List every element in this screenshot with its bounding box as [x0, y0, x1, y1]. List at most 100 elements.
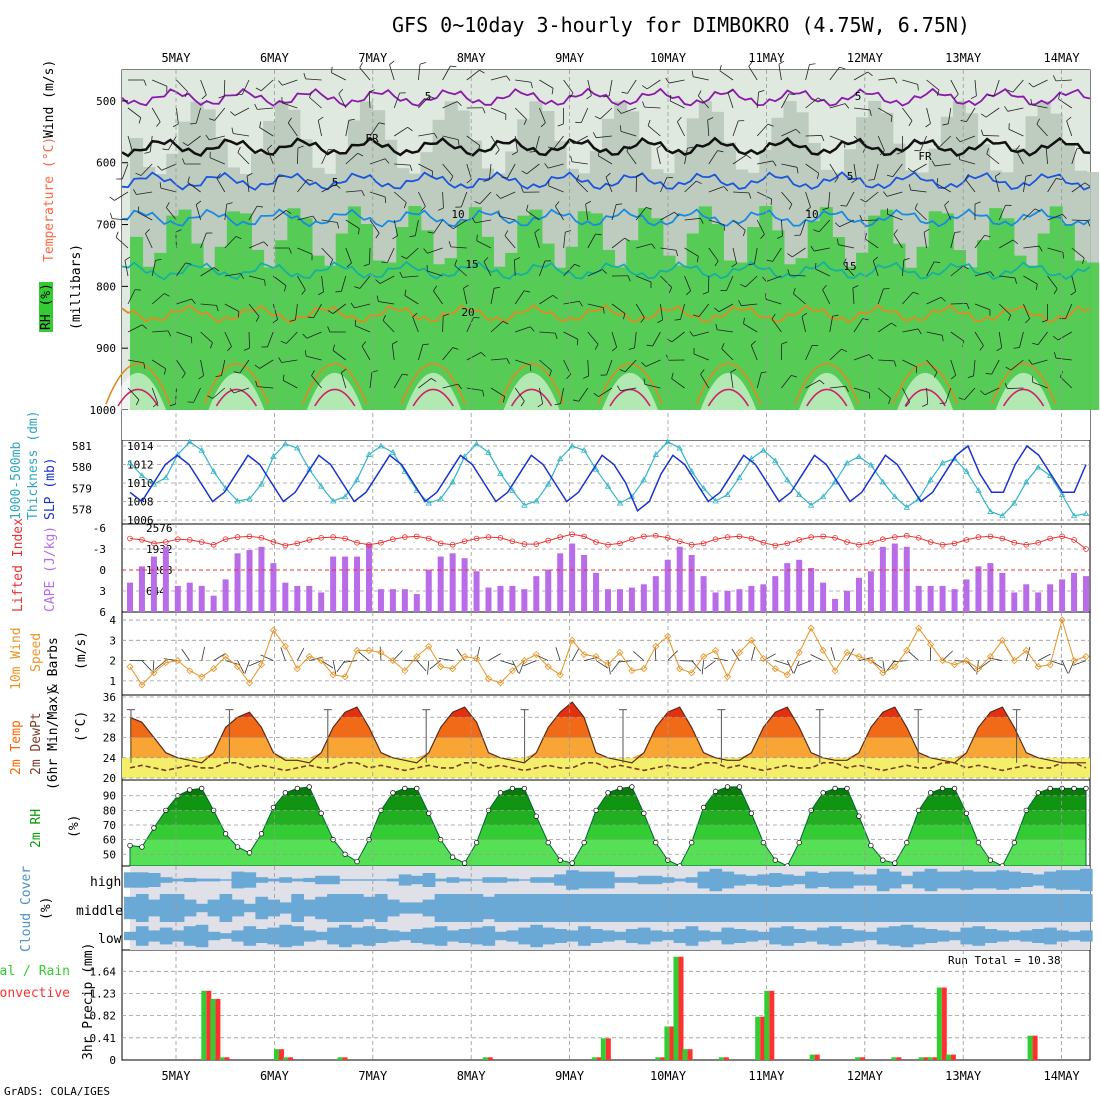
cloud-bar-low	[255, 929, 268, 943]
precip-total-bar	[919, 1057, 924, 1060]
upper-label-rh: RH (%)	[39, 283, 54, 330]
precip-conv-bar	[606, 1038, 611, 1060]
precip-total-bar	[855, 1057, 860, 1060]
cape-bar	[426, 570, 432, 612]
cape-bar	[127, 583, 133, 612]
cloud-bar-high	[506, 879, 519, 882]
cape-bar	[677, 547, 683, 612]
thickness-tick: 581	[72, 440, 92, 453]
rh2m-point	[964, 811, 969, 816]
panel-frame-slp	[122, 440, 1090, 524]
li-tick: 0	[99, 564, 106, 577]
cloud-bar-high	[590, 872, 603, 889]
rh2m-point	[1036, 790, 1041, 795]
cloud-bar-low	[554, 929, 567, 943]
rh2m-point	[558, 858, 563, 863]
cloud-bar-high	[1008, 872, 1021, 889]
cloud-bar-middle	[411, 902, 424, 913]
rh2m-point	[1060, 786, 1065, 791]
rh2m-point	[510, 786, 515, 791]
cloud-bar-middle	[710, 894, 723, 922]
cloud-bar-low	[793, 929, 806, 943]
rh2m-point	[283, 790, 288, 795]
cloud-bar-low	[243, 926, 256, 946]
wind-barb-flag	[809, 64, 815, 65]
temp-tick: 32	[103, 711, 116, 724]
cloud-bar-middle	[793, 894, 806, 922]
cloud-bar-middle	[638, 894, 651, 922]
cloud-bar-high	[303, 878, 316, 882]
precip-conv-bar	[815, 1055, 820, 1060]
upper-ytick: 800	[96, 280, 116, 293]
bottom-date-13MAY: 13MAY	[945, 1069, 982, 1083]
cape-bar	[521, 589, 527, 612]
cloud-bar-low	[769, 928, 782, 945]
cloud-bar-middle	[972, 894, 985, 922]
precip-total-bar	[891, 1057, 896, 1060]
cloud-bar-high	[518, 879, 531, 880]
cloud-bar-middle	[399, 902, 412, 913]
rh2m-point	[498, 790, 503, 795]
cloud-bar-high	[375, 879, 388, 880]
slp-tick: 1008	[127, 496, 154, 509]
cape-bar	[1011, 592, 1017, 612]
cloud-bar-middle	[698, 894, 711, 922]
rh2m-tick: 60	[103, 834, 116, 847]
cape-bar	[641, 584, 647, 612]
rh2-label-2: (%)	[67, 815, 82, 838]
rh2m-point	[426, 811, 431, 816]
precip-total-bar	[483, 1057, 488, 1060]
cape-bar	[952, 589, 958, 612]
cloud-bar-middle	[530, 894, 543, 922]
cloud-bar-low	[220, 933, 233, 939]
cloud-bar-low	[279, 925, 292, 947]
precip-conv-bar	[942, 988, 947, 1060]
panel-frame-wind	[122, 612, 1090, 695]
cape-bar	[832, 599, 838, 612]
wind-barb-flag	[420, 63, 426, 65]
thickness-tick: 578	[72, 503, 92, 516]
cape-bar	[701, 576, 707, 612]
precip-conv-bar	[769, 991, 774, 1060]
cloud-bar-middle	[626, 894, 639, 922]
cloud-bar-low	[733, 929, 746, 943]
cape-bar	[474, 571, 480, 612]
rh2m-point	[881, 858, 886, 863]
cloud-bar-middle	[769, 894, 782, 922]
wind-barb-flag	[450, 66, 456, 67]
wind10-label-2: Speed	[29, 633, 44, 672]
cloud-bar-low	[267, 928, 280, 945]
cloud-bar-low	[315, 932, 328, 940]
cape-bar	[772, 576, 778, 612]
cape-bar	[820, 583, 826, 612]
precip-total-bar	[928, 1057, 933, 1060]
cloud-bar-low	[972, 926, 985, 946]
cloud-bar-middle	[1020, 894, 1033, 922]
cloud-bar-middle	[901, 894, 914, 922]
cloud-bar-low	[435, 926, 448, 946]
rh2m-point	[689, 840, 694, 845]
temp-tick: 24	[103, 752, 117, 765]
cloud-bar-high	[315, 876, 328, 884]
cloud-bar-middle	[745, 894, 758, 922]
cloud-bar-low	[232, 930, 245, 941]
isotherm-label: 20	[461, 306, 474, 319]
cloud-bar-high	[172, 879, 185, 882]
cloud-bar-low	[865, 932, 878, 940]
precip-tick: 0.82	[90, 1010, 117, 1023]
rh2m-point	[642, 811, 647, 816]
cape-bar	[378, 589, 384, 612]
cloud-bar-middle	[805, 894, 818, 922]
cloud-bar-low	[399, 932, 412, 940]
rh2m-point	[1084, 786, 1089, 791]
rh2m-point	[797, 840, 802, 845]
precip-total-bar	[946, 1055, 951, 1060]
cloud-bar-low	[1068, 932, 1081, 940]
cloud-level-middle: middle	[76, 904, 123, 919]
rh2m-point	[761, 840, 766, 845]
cloud-bar-low	[136, 926, 149, 946]
wind-barb	[224, 80, 225, 96]
cloud-bar-low	[853, 930, 866, 941]
rh2m-point	[152, 826, 157, 831]
cape-bar	[581, 555, 587, 612]
